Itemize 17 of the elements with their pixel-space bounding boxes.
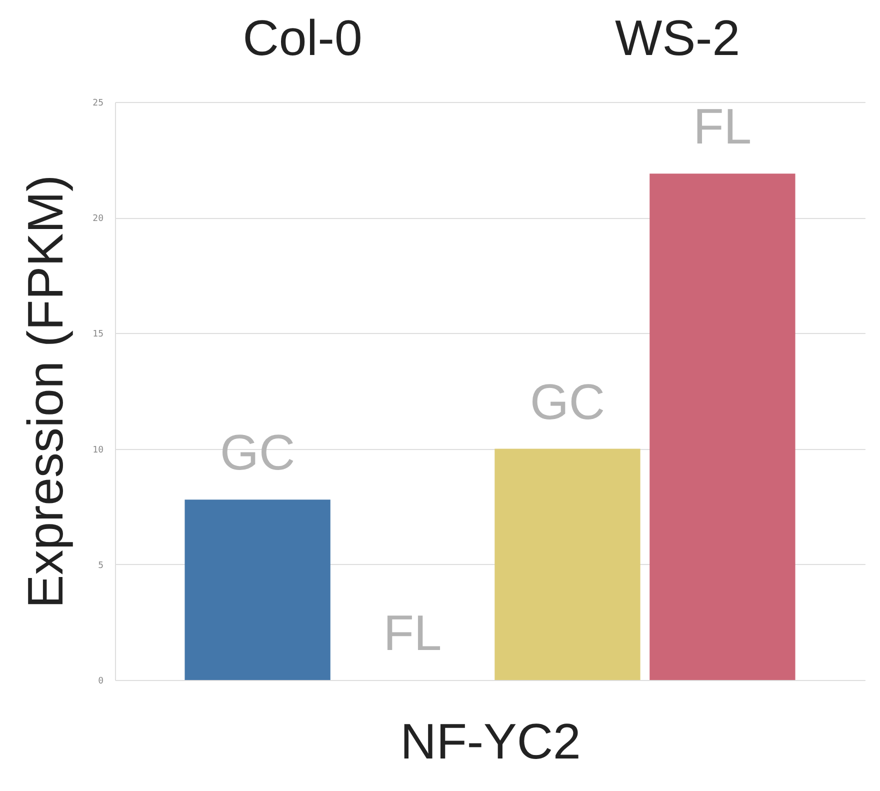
bar [184,500,330,680]
y-tick-label: 15 [92,330,104,340]
y-tick-label: 0 [98,676,104,686]
y-tick-label: 10 [92,445,104,456]
x-tick-label: GC [220,424,296,481]
text: Col-0 [242,10,362,66]
y-tick-label: 25 [92,98,104,108]
x-tick-label: FL [693,98,752,155]
y-axis-title: Expression (FPKM) [18,174,74,608]
x-axis-title: NF-YC2 [400,714,581,770]
y-tick-label: 5 [98,560,104,571]
bar [650,174,796,680]
y-tick-label: 20 [92,214,104,224]
x-tick-label: GC [530,374,605,430]
text: WS-2 [615,10,740,66]
bar [494,448,640,680]
x-tick-label: FL [383,605,442,661]
